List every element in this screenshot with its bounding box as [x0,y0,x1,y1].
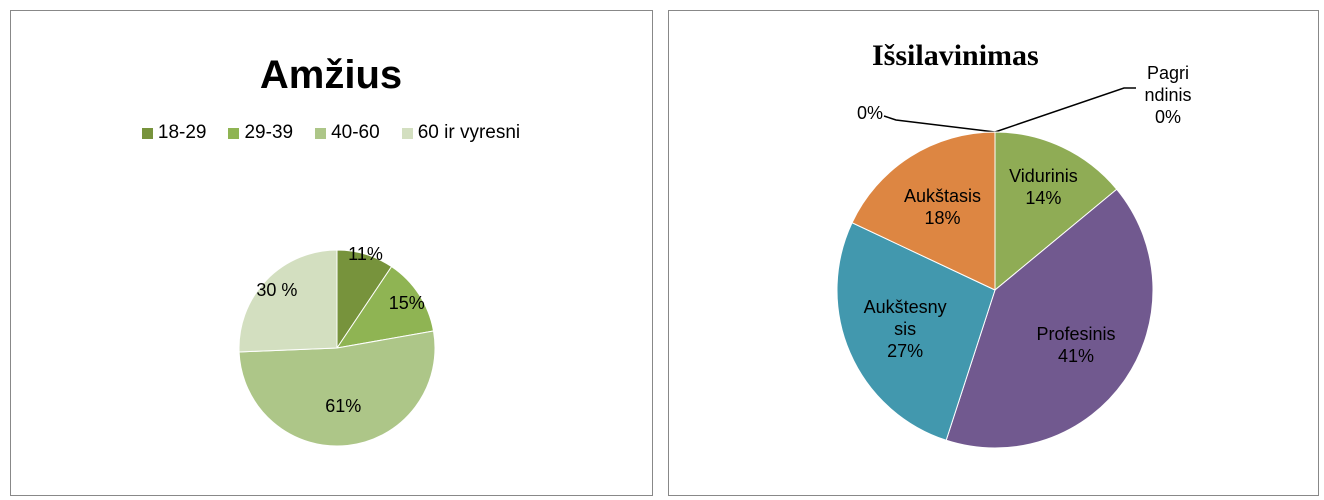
category-label: Vidurinis [1009,166,1078,187]
leader-line [883,115,996,133]
value-label: 0% [856,103,883,123]
data-label: 30 % [232,279,322,301]
legend-swatch [228,127,240,139]
pie-slice [851,131,996,291]
chart-title: Amžius [260,53,402,97]
value-label: 27% [887,340,924,361]
value-label: 61% [325,396,362,417]
legend-swatch [141,127,153,139]
category-label: Pagrindinis [1144,63,1192,105]
data-label: Pagrindinis 0% [1144,62,1192,128]
value-label: 15% [388,292,425,313]
value-label: 14% [1025,188,1062,209]
legend-item: 18-29 [141,122,207,144]
pie-slice [238,249,338,353]
legend-item: 40-60 [315,122,380,144]
chart-title: Išsilavinimas [872,39,1039,72]
leader-line [994,87,1136,133]
category-label: Aukštasis [903,186,982,207]
legend-item: 60 ir vyresni [401,122,521,144]
legend-label: 29-39 [244,122,294,143]
data-label: Profesinis 41% [1030,323,1122,367]
pie-slice [335,265,435,349]
data-label: Vidurinis 14% [997,165,1089,209]
category-label: Profesinis [1036,324,1116,345]
legend-label: 60 ir vyresni [417,122,521,143]
pie-slice [945,188,1154,449]
pie-slice [836,222,996,441]
data-label: 61% [298,395,388,417]
data-label: 15% [362,292,452,314]
legend: 18-29 29-39 40-60 60 ir vyresni [0,122,662,144]
value-label: 0% [1154,107,1181,127]
legend-item: 29-39 [228,122,293,144]
category-label: Aukštesnysis [863,296,947,339]
pie-slice [238,330,436,447]
data-label: 11% [321,243,411,265]
value-label: 30 % [256,280,298,301]
legend-swatch [315,127,327,139]
value-label: 18% [924,208,961,229]
value-label: 11% [348,244,383,265]
legend-swatch [401,127,413,139]
data-label: 0% [824,102,916,124]
data-label: Aukštasis 18% [897,185,989,229]
pie-slice [994,131,1118,292]
value-label: 41% [1058,346,1095,367]
legend-label: 18-29 [157,122,207,143]
legend-label: 40-60 [331,122,380,143]
data-label: Aukštesnysis 27% [859,296,951,362]
